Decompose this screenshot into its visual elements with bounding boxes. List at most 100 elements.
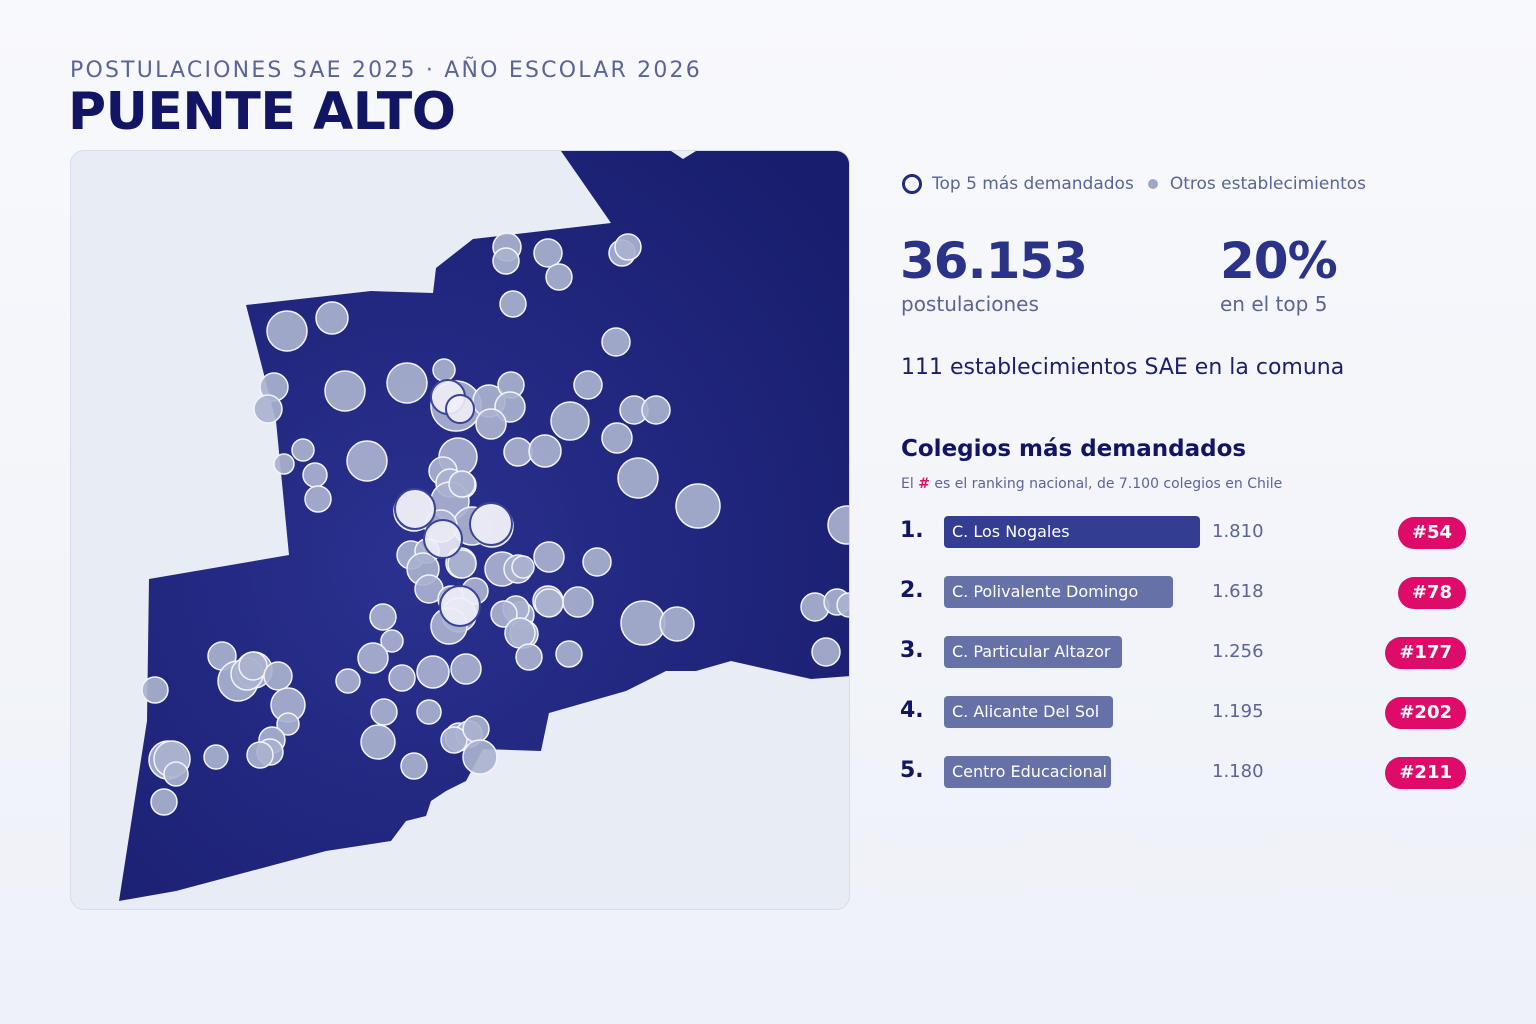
rank-index: 2. [900, 578, 924, 603]
school-marker[interactable] [263, 661, 293, 691]
top5-school-marker[interactable] [445, 394, 475, 424]
school-marker[interactable] [357, 642, 389, 674]
school-marker[interactable] [614, 233, 642, 261]
school-marker[interactable] [302, 462, 328, 488]
note-prefix: El [901, 476, 919, 492]
school-marker[interactable] [573, 370, 603, 400]
school-marker[interactable] [246, 741, 274, 769]
top5-school-marker[interactable] [439, 585, 481, 627]
school-marker[interactable] [475, 408, 507, 440]
school-marker[interactable] [440, 726, 468, 754]
applications-value: 36.153 [900, 232, 1088, 290]
school-marker[interactable] [163, 761, 189, 787]
school-marker[interactable] [150, 788, 178, 816]
school-name: C. Polivalente Domingo [952, 582, 1139, 601]
school-marker[interactable] [675, 483, 721, 529]
rank-bar: C. Los Nogales [944, 516, 1200, 548]
school-marker[interactable] [447, 549, 477, 579]
ranking-note: El # es el ranking nacional, de 7.100 co… [901, 476, 1282, 492]
top5-school-marker[interactable] [423, 519, 463, 559]
school-marker[interactable] [386, 362, 428, 404]
rank-bar: Centro Educacional San [944, 756, 1111, 788]
school-marker[interactable] [335, 668, 361, 694]
rank-value: 1.180 [1212, 761, 1264, 782]
school-marker[interactable] [533, 238, 563, 268]
national-rank-badge: #177 [1385, 637, 1466, 669]
school-marker[interactable] [370, 698, 398, 726]
school-marker[interactable] [380, 629, 404, 653]
rank-row-4[interactable]: 4. C. Alicante Del Sol 1.195 #202 [900, 696, 1466, 730]
school-marker[interactable] [360, 724, 396, 760]
page-title: PUENTE ALTO [68, 82, 456, 142]
school-marker[interactable] [315, 301, 349, 335]
school-marker[interactable] [400, 752, 428, 780]
school-marker[interactable] [388, 664, 416, 692]
school-marker[interactable] [811, 637, 841, 667]
school-marker[interactable] [324, 370, 366, 412]
rank-row-2[interactable]: 2. C. Polivalente Domingo 1.618 #78 [900, 576, 1466, 610]
school-marker[interactable] [462, 715, 490, 743]
school-marker[interactable] [450, 653, 482, 685]
national-rank-badge: #202 [1385, 697, 1466, 729]
rank-row-1[interactable]: 1. C. Los Nogales 1.810 #54 [900, 516, 1466, 550]
top5-share-label: en el top 5 [1220, 292, 1328, 316]
page-subtitle: POSTULACIONES SAE 2025 · AÑO ESCOLAR 202… [70, 58, 702, 83]
school-marker[interactable] [462, 739, 498, 775]
school-marker[interactable] [416, 699, 442, 725]
note-suffix: es el ranking nacional, de 7.100 colegio… [929, 476, 1283, 492]
school-marker[interactable] [203, 744, 229, 770]
commune-map[interactable] [70, 150, 850, 910]
top5-school-marker[interactable] [469, 502, 513, 546]
ranking-title: Colegios más demandados [901, 436, 1247, 462]
national-rank-badge: #78 [1397, 577, 1466, 609]
school-name: C. Los Nogales [952, 522, 1070, 541]
national-rank-badge: #211 [1385, 757, 1466, 789]
school-marker[interactable] [448, 470, 476, 498]
schools-count: 111 establecimientos SAE en la comuna [901, 355, 1345, 380]
school-marker[interactable] [601, 327, 631, 357]
rank-row-3[interactable]: 3. C. Particular Altazor 1.256 #177 [900, 636, 1466, 670]
school-marker[interactable] [827, 505, 850, 545]
school-marker[interactable] [304, 485, 332, 513]
school-marker[interactable] [620, 600, 666, 646]
school-marker[interactable] [238, 651, 268, 681]
school-marker[interactable] [276, 712, 300, 736]
school-marker[interactable] [545, 263, 573, 291]
school-marker[interactable] [641, 395, 671, 425]
school-marker[interactable] [836, 592, 850, 618]
school-marker[interactable] [533, 541, 565, 573]
school-marker[interactable] [562, 586, 594, 618]
school-marker[interactable] [617, 457, 659, 499]
top5-school-marker[interactable] [394, 488, 436, 530]
school-marker[interactable] [511, 555, 535, 579]
school-marker[interactable] [499, 290, 527, 318]
applications-label: postulaciones [901, 292, 1039, 316]
school-marker[interactable] [291, 438, 315, 462]
school-marker[interactable] [515, 643, 543, 671]
school-marker[interactable] [273, 453, 295, 475]
school-markers [141, 232, 850, 816]
school-marker[interactable] [528, 434, 562, 468]
school-marker[interactable] [369, 603, 397, 631]
school-marker[interactable] [253, 394, 283, 424]
school-marker[interactable] [550, 401, 590, 441]
school-marker[interactable] [555, 640, 583, 668]
school-marker[interactable] [432, 358, 456, 382]
school-marker[interactable] [601, 422, 633, 454]
school-marker[interactable] [534, 588, 564, 618]
top5-ring-icon [902, 174, 922, 194]
school-marker[interactable] [346, 440, 388, 482]
school-marker[interactable] [492, 247, 520, 275]
school-marker[interactable] [266, 310, 308, 352]
rank-index: 5. [900, 758, 924, 783]
rank-row-5[interactable]: 5. Centro Educacional San 1.180 #211 [900, 756, 1466, 790]
top5-share-value: 20% [1220, 232, 1338, 290]
school-name: Centro Educacional San [952, 762, 1111, 781]
school-marker[interactable] [582, 547, 612, 577]
school-marker[interactable] [503, 437, 533, 467]
school-marker[interactable] [659, 606, 695, 642]
rank-index: 3. [900, 638, 924, 663]
school-marker[interactable] [141, 676, 169, 704]
legend-others-label: Otros establecimientos [1169, 174, 1367, 194]
school-marker[interactable] [416, 655, 450, 689]
